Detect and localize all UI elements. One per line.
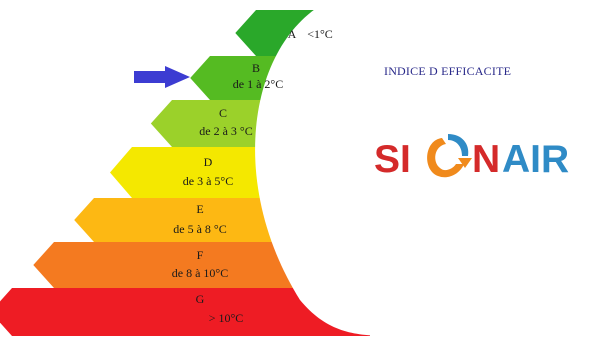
band-range-f: de 8 à 10°C [172, 266, 228, 280]
selected-band-arrow-icon [134, 66, 190, 88]
index-title: INDICE D EFFICACITE [384, 64, 512, 78]
band-range-g: > 10°C [209, 311, 244, 325]
band-range-a: <1°C [307, 27, 333, 41]
signair-logo: SI N AIR [374, 134, 569, 181]
band-letter-e: E [196, 202, 203, 216]
logo-text-n: N [472, 138, 500, 181]
band-f [33, 242, 331, 288]
arc-mask [255, 0, 400, 336]
band-e [74, 198, 320, 242]
band-letter-d: D [204, 155, 213, 169]
band-g [0, 288, 370, 336]
band-letter-c: C [219, 106, 227, 120]
band-range-c: de 2 à 3 °C [199, 124, 252, 138]
band-range-e: de 5 à 8 °C [173, 222, 226, 236]
logo-text-si: SI [374, 138, 411, 181]
band-letter-b: B [252, 61, 260, 75]
band-letter-a: A [288, 27, 297, 41]
band-range-d: de 3 à 5°C [183, 174, 233, 188]
band-letter-g: G [196, 292, 205, 306]
band-letter-f: F [197, 248, 204, 262]
band-range-b: de 1 à 2°C [233, 77, 283, 91]
logo-swirl-icon [427, 134, 472, 178]
logo-text-air: AIR [502, 138, 569, 181]
